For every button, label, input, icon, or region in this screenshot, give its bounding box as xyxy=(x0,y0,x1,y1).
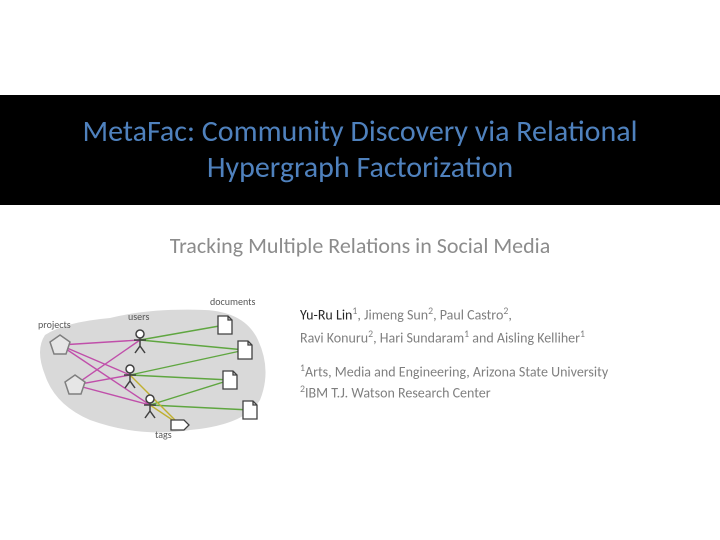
affiliations: 1Arts, Media and Engineering, Arizona St… xyxy=(300,362,690,403)
label-projects: projects xyxy=(38,318,71,331)
lead-author: Yu-Ru Lin xyxy=(300,307,352,324)
affil-1: 1Arts, Media and Engineering, Arizona St… xyxy=(300,362,690,383)
authors-line1: Yu-Ru Lin1, Jimeng Sun2, Paul Castro2, xyxy=(300,305,690,326)
affil2-text: IBM T.J. Watson Research Center xyxy=(305,384,491,401)
title-band: MetaFac: Community Discovery via Relatio… xyxy=(0,95,720,205)
hypergraph-diagram: projects users documents tags xyxy=(30,290,280,440)
label-users: users xyxy=(128,310,149,323)
authors-block: Yu-Ru Lin1, Jimeng Sun2, Paul Castro2, R… xyxy=(300,305,690,403)
a1b: , Jimeng Sun xyxy=(357,307,428,324)
a2a: Ravi Konuru xyxy=(300,329,368,346)
affil1-text: Arts, Media and Engineering, Arizona Sta… xyxy=(305,364,608,381)
affil-2: 2IBM T.J. Watson Research Center xyxy=(300,383,690,404)
diagram-svg: projects users documents tags xyxy=(30,290,280,440)
label-tags: tags xyxy=(155,428,172,440)
subtitle: Tracking Multiple Relations in Social Me… xyxy=(0,232,720,259)
a2b: , Hari Sundaram xyxy=(373,329,464,346)
a1c: , Paul Castro xyxy=(433,307,503,324)
page-title: MetaFac: Community Discovery via Relatio… xyxy=(40,114,680,186)
a1d: , xyxy=(508,307,512,324)
a2c: and Aisling Kelliher xyxy=(469,329,580,346)
label-documents: documents xyxy=(210,295,255,308)
sup-l2c: 1 xyxy=(580,328,585,340)
tag-nodes xyxy=(171,420,189,430)
authors-line2: Ravi Konuru2, Hari Sundaram1 and Aisling… xyxy=(300,328,690,349)
